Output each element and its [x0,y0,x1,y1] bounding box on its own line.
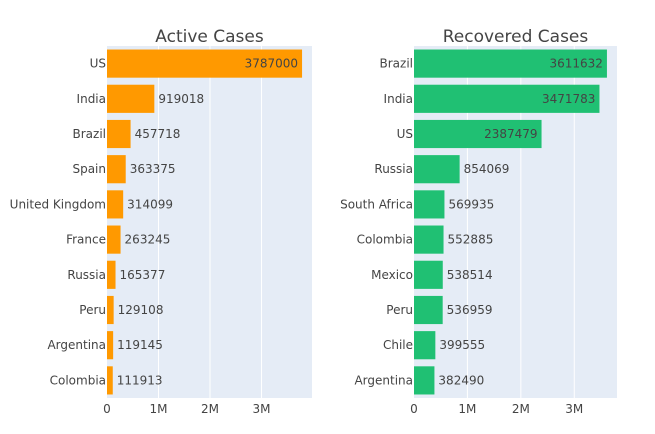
recovered-value-label-6: 538514 [447,268,493,282]
active-value-label-1: 919018 [158,92,204,106]
recovered-xtick-label-2: 2M [512,402,530,416]
active-chart-title: Active Cases [155,27,264,47]
recovered-bar-1 [414,84,600,113]
active-bar-9 [107,366,113,395]
active-category-label-0: US [90,57,106,71]
active-bar-4 [107,190,124,219]
active-category-label-8: Argentina [47,338,106,352]
active-bar-0 [107,49,303,78]
active-bar-3 [107,155,126,184]
recovered-category-label-2: US [397,127,413,141]
active-value-label-0: 3787000 [245,57,298,71]
recovered-value-label-4: 569935 [448,197,494,211]
recovered-value-label-3: 854069 [464,162,510,176]
active-category-label-6: Russia [67,268,106,282]
active-xtick-label-0: 0 [103,402,111,416]
active-category-label-5: France [66,233,106,247]
recovered-category-label-9: Argentina [354,373,413,387]
recovered-xtick-label-0: 0 [410,402,418,416]
active-value-label-9: 111913 [117,373,163,387]
active-value-label-8: 119145 [117,338,163,352]
recovered-value-label-1: 3471783 [542,92,595,106]
recovered-category-label-4: South Africa [340,197,413,211]
active-xtick-label-3: 3M [253,402,271,416]
recovered-category-label-6: Mexico [371,268,413,282]
active-value-label-5: 263245 [125,233,171,247]
active-category-label-7: Peru [79,303,106,317]
active-bar-5 [107,225,121,254]
active-xtick-label-2: 2M [201,402,219,416]
recovered-xtick-label-1: 1M [458,402,476,416]
recovered-bar-7 [414,295,443,325]
recovered-bar-3 [414,155,460,184]
recovered-value-label-2: 2387479 [484,127,537,141]
recovered-xtick-label-3: 3M [565,402,583,416]
recovered-bar-4 [414,190,445,219]
active-bar-2 [107,119,131,149]
active-bar-6 [107,260,116,289]
recovered-category-label-0: Brazil [380,57,414,71]
active-bar-1 [107,84,155,113]
active-value-label-3: 363375 [130,162,176,176]
active-value-label-4: 314099 [127,197,173,211]
recovered-bar-6 [414,260,443,289]
active-category-label-4: United Kingdom [10,197,106,211]
active-value-label-6: 165377 [120,268,166,282]
active-value-label-7: 129108 [118,303,164,317]
recovered-bar-2 [414,119,542,149]
active-bar-8 [107,331,114,360]
active-bar-7 [107,295,114,325]
recovered-category-label-7: Peru [386,303,413,317]
recovered-value-label-9: 382490 [438,373,484,387]
recovered-value-label-7: 536959 [447,303,493,317]
recovered-bar-5 [414,225,444,254]
recovered-category-label-5: Colombia [357,233,413,247]
recovered-category-label-3: Russia [374,162,413,176]
active-category-label-9: Colombia [50,373,106,387]
recovered-chart-title: Recovered Cases [443,27,589,47]
active-category-label-1: India [77,92,106,106]
recovered-category-label-8: Chile [383,338,413,352]
active-xtick-label-1: 1M [150,402,168,416]
recovered-bar-9 [414,366,435,395]
recovered-value-label-8: 399555 [439,338,485,352]
active-category-label-2: Brazil [73,127,107,141]
active-value-label-2: 457718 [135,127,181,141]
recovered-value-label-0: 3611632 [549,57,602,71]
recovered-value-label-5: 552885 [448,233,494,247]
recovered-bar-0 [414,49,607,78]
active-category-label-3: Spain [72,162,106,176]
recovered-category-label-1: India [384,92,413,106]
recovered-bar-8 [414,331,436,360]
